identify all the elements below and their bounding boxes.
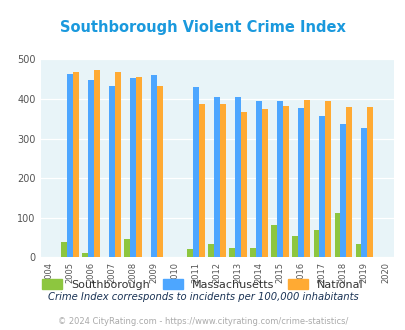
Bar (241, 112, 247, 257)
Bar (198, 104, 205, 257)
Bar (157, 86, 162, 257)
Bar (339, 123, 345, 257)
Text: Southborough Violent Crime Index: Southborough Violent Crime Index (60, 20, 345, 35)
Text: Crime Index corresponds to incidents per 100,000 inhabitants: Crime Index corresponds to incidents per… (47, 292, 358, 302)
Bar (109, 86, 115, 257)
Bar (324, 101, 330, 257)
Bar (193, 87, 198, 257)
Bar (256, 101, 262, 257)
Bar (67, 75, 73, 257)
Bar (319, 115, 324, 257)
Bar (313, 230, 319, 257)
Bar (292, 236, 298, 257)
Bar (334, 213, 339, 257)
Bar (88, 80, 94, 257)
Bar (220, 104, 226, 257)
Bar (115, 73, 121, 257)
Bar (367, 107, 372, 257)
Bar (151, 75, 157, 257)
Bar (130, 79, 136, 257)
Bar (124, 239, 130, 257)
Bar (187, 249, 193, 257)
Bar (82, 253, 88, 257)
Bar (229, 248, 235, 257)
Bar (214, 97, 220, 257)
Bar (271, 224, 277, 257)
Bar (303, 100, 309, 257)
Bar (94, 70, 100, 257)
Bar (355, 244, 360, 257)
Bar (61, 242, 67, 257)
Bar (283, 106, 288, 257)
Bar (136, 77, 142, 257)
Bar (208, 244, 214, 257)
Bar (298, 108, 303, 257)
Bar (345, 107, 351, 257)
Bar (277, 101, 283, 257)
Bar (262, 109, 267, 257)
Bar (250, 248, 256, 257)
Bar (235, 97, 241, 257)
Bar (73, 72, 79, 257)
Legend: Southborough, Massachusetts, National: Southborough, Massachusetts, National (38, 275, 367, 294)
Text: © 2024 CityRating.com - https://www.cityrating.com/crime-statistics/: © 2024 CityRating.com - https://www.city… (58, 317, 347, 326)
Bar (360, 127, 367, 257)
